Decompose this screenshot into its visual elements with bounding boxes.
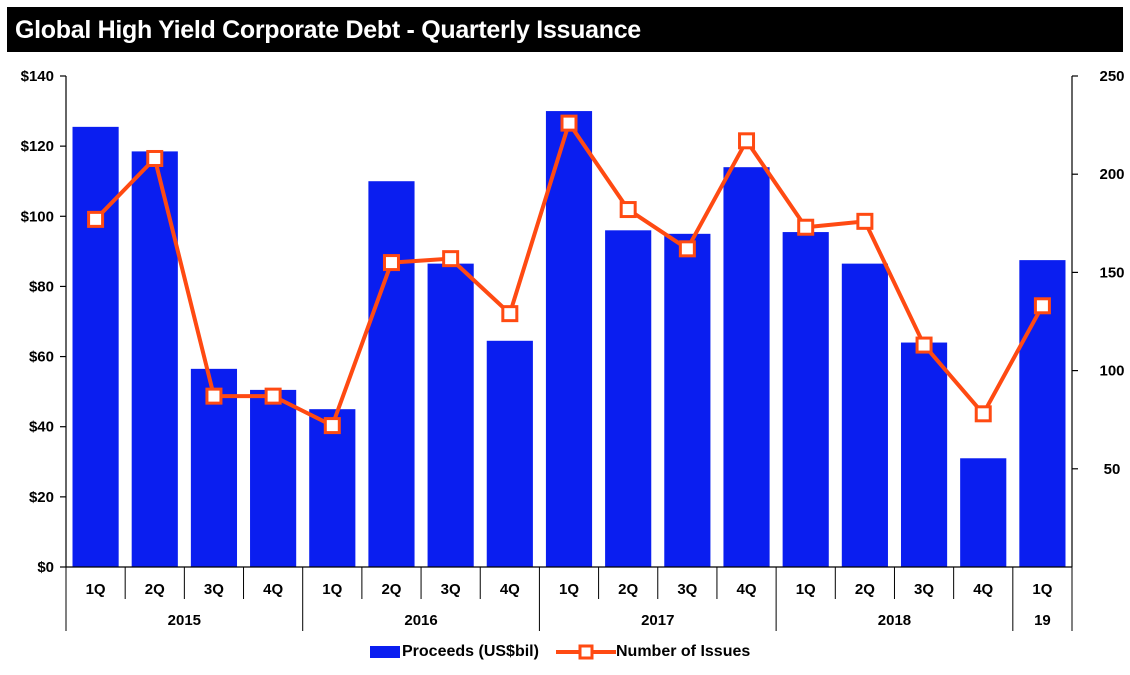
group-label-3: 2018 (878, 612, 911, 629)
right-tick-label-0: 50 (1104, 461, 1121, 478)
right-tick-label-4: 250 (1099, 68, 1124, 85)
legend-line-swatch (556, 644, 616, 660)
category-label-8: 1Q (559, 581, 579, 598)
issues-marker-5 (382, 254, 400, 272)
issues-marker-12 (797, 218, 815, 236)
category-label-9: 2Q (618, 581, 638, 598)
right-tick-label-1: 100 (1099, 363, 1124, 380)
category-label-5: 2Q (381, 581, 401, 598)
bar-8 (545, 111, 593, 568)
left-tick-label-2: $40 (29, 419, 54, 436)
bar-13 (841, 263, 888, 567)
issues-marker-0 (87, 210, 105, 228)
category-label-4: 1Q (322, 581, 342, 598)
issues-marker-1 (146, 149, 164, 167)
issues-marker-3 (264, 387, 282, 405)
bar-7 (486, 340, 533, 567)
issues-marker-11 (738, 132, 756, 150)
issues-marker-16 (1033, 297, 1051, 315)
bar-1 (131, 151, 178, 567)
category-label-12: 1Q (796, 581, 816, 598)
issues-marker-14 (915, 336, 933, 354)
bar-15 (960, 458, 1007, 567)
legend-item-issues: Number of Issues (556, 640, 750, 664)
bar-11 (723, 167, 770, 567)
left-tick-label-4: $80 (29, 278, 54, 295)
category-label-14: 3Q (914, 581, 934, 598)
legend-bar-swatch (370, 646, 400, 658)
category-label-7: 4Q (500, 581, 520, 598)
chart-title: Global High Yield Corporate Debt - Quart… (15, 16, 641, 44)
legend-label-proceeds: Proceeds (US$bil) (402, 643, 539, 660)
group-label-0: 2015 (168, 612, 201, 629)
legend: Proceeds (US$bil) Number of Issues (0, 640, 1130, 664)
bar-9 (605, 230, 652, 568)
issues-marker-10 (678, 240, 696, 258)
category-label-16: 1Q (1032, 581, 1052, 598)
issues-marker-2 (205, 387, 223, 405)
bar-4 (309, 409, 356, 567)
legend-label-issues: Number of Issues (616, 643, 751, 660)
bar-14 (900, 342, 948, 567)
issues-marker-15 (974, 405, 992, 423)
bar-6 (427, 263, 474, 567)
left-tick-label-7: $140 (21, 68, 54, 85)
issues-marker-6 (442, 250, 460, 268)
category-label-15: 4Q (973, 581, 993, 598)
category-label-13: 2Q (855, 581, 875, 598)
issues-marker-7 (501, 305, 519, 323)
category-label-2: 3Q (204, 581, 224, 598)
category-label-10: 3Q (677, 581, 697, 598)
issues-marker-9 (619, 201, 637, 219)
group-label-4: 19 (1034, 612, 1051, 629)
bar-3 (250, 389, 297, 567)
category-label-0: 1Q (86, 581, 106, 598)
title-bar: Global High Yield Corporate Debt - Quart… (7, 7, 1123, 52)
issues-marker-13 (856, 212, 874, 230)
right-tick-label-2: 150 (1099, 264, 1124, 281)
category-label-3: 4Q (263, 581, 283, 598)
left-tick-label-3: $60 (29, 349, 54, 366)
left-tick-label-0: $0 (37, 559, 54, 576)
issues-marker-4 (323, 417, 341, 435)
issues-marker-8 (560, 114, 578, 132)
group-label-2: 2017 (641, 612, 674, 629)
left-tick-label-6: $120 (21, 138, 54, 155)
category-label-6: 3Q (441, 581, 461, 598)
category-label-1: 2Q (145, 581, 165, 598)
left-tick-label-1: $20 (29, 489, 54, 506)
bar-12 (782, 232, 829, 567)
legend-item-proceeds: Proceeds (US$bil) (370, 640, 539, 664)
group-label-1: 2016 (404, 612, 437, 629)
left-tick-label-5: $100 (21, 208, 54, 225)
right-tick-label-3: 200 (1099, 166, 1124, 183)
bar-0 (72, 126, 119, 567)
bar-10 (664, 233, 711, 568)
category-label-11: 4Q (737, 581, 757, 598)
bar-5 (368, 181, 415, 567)
